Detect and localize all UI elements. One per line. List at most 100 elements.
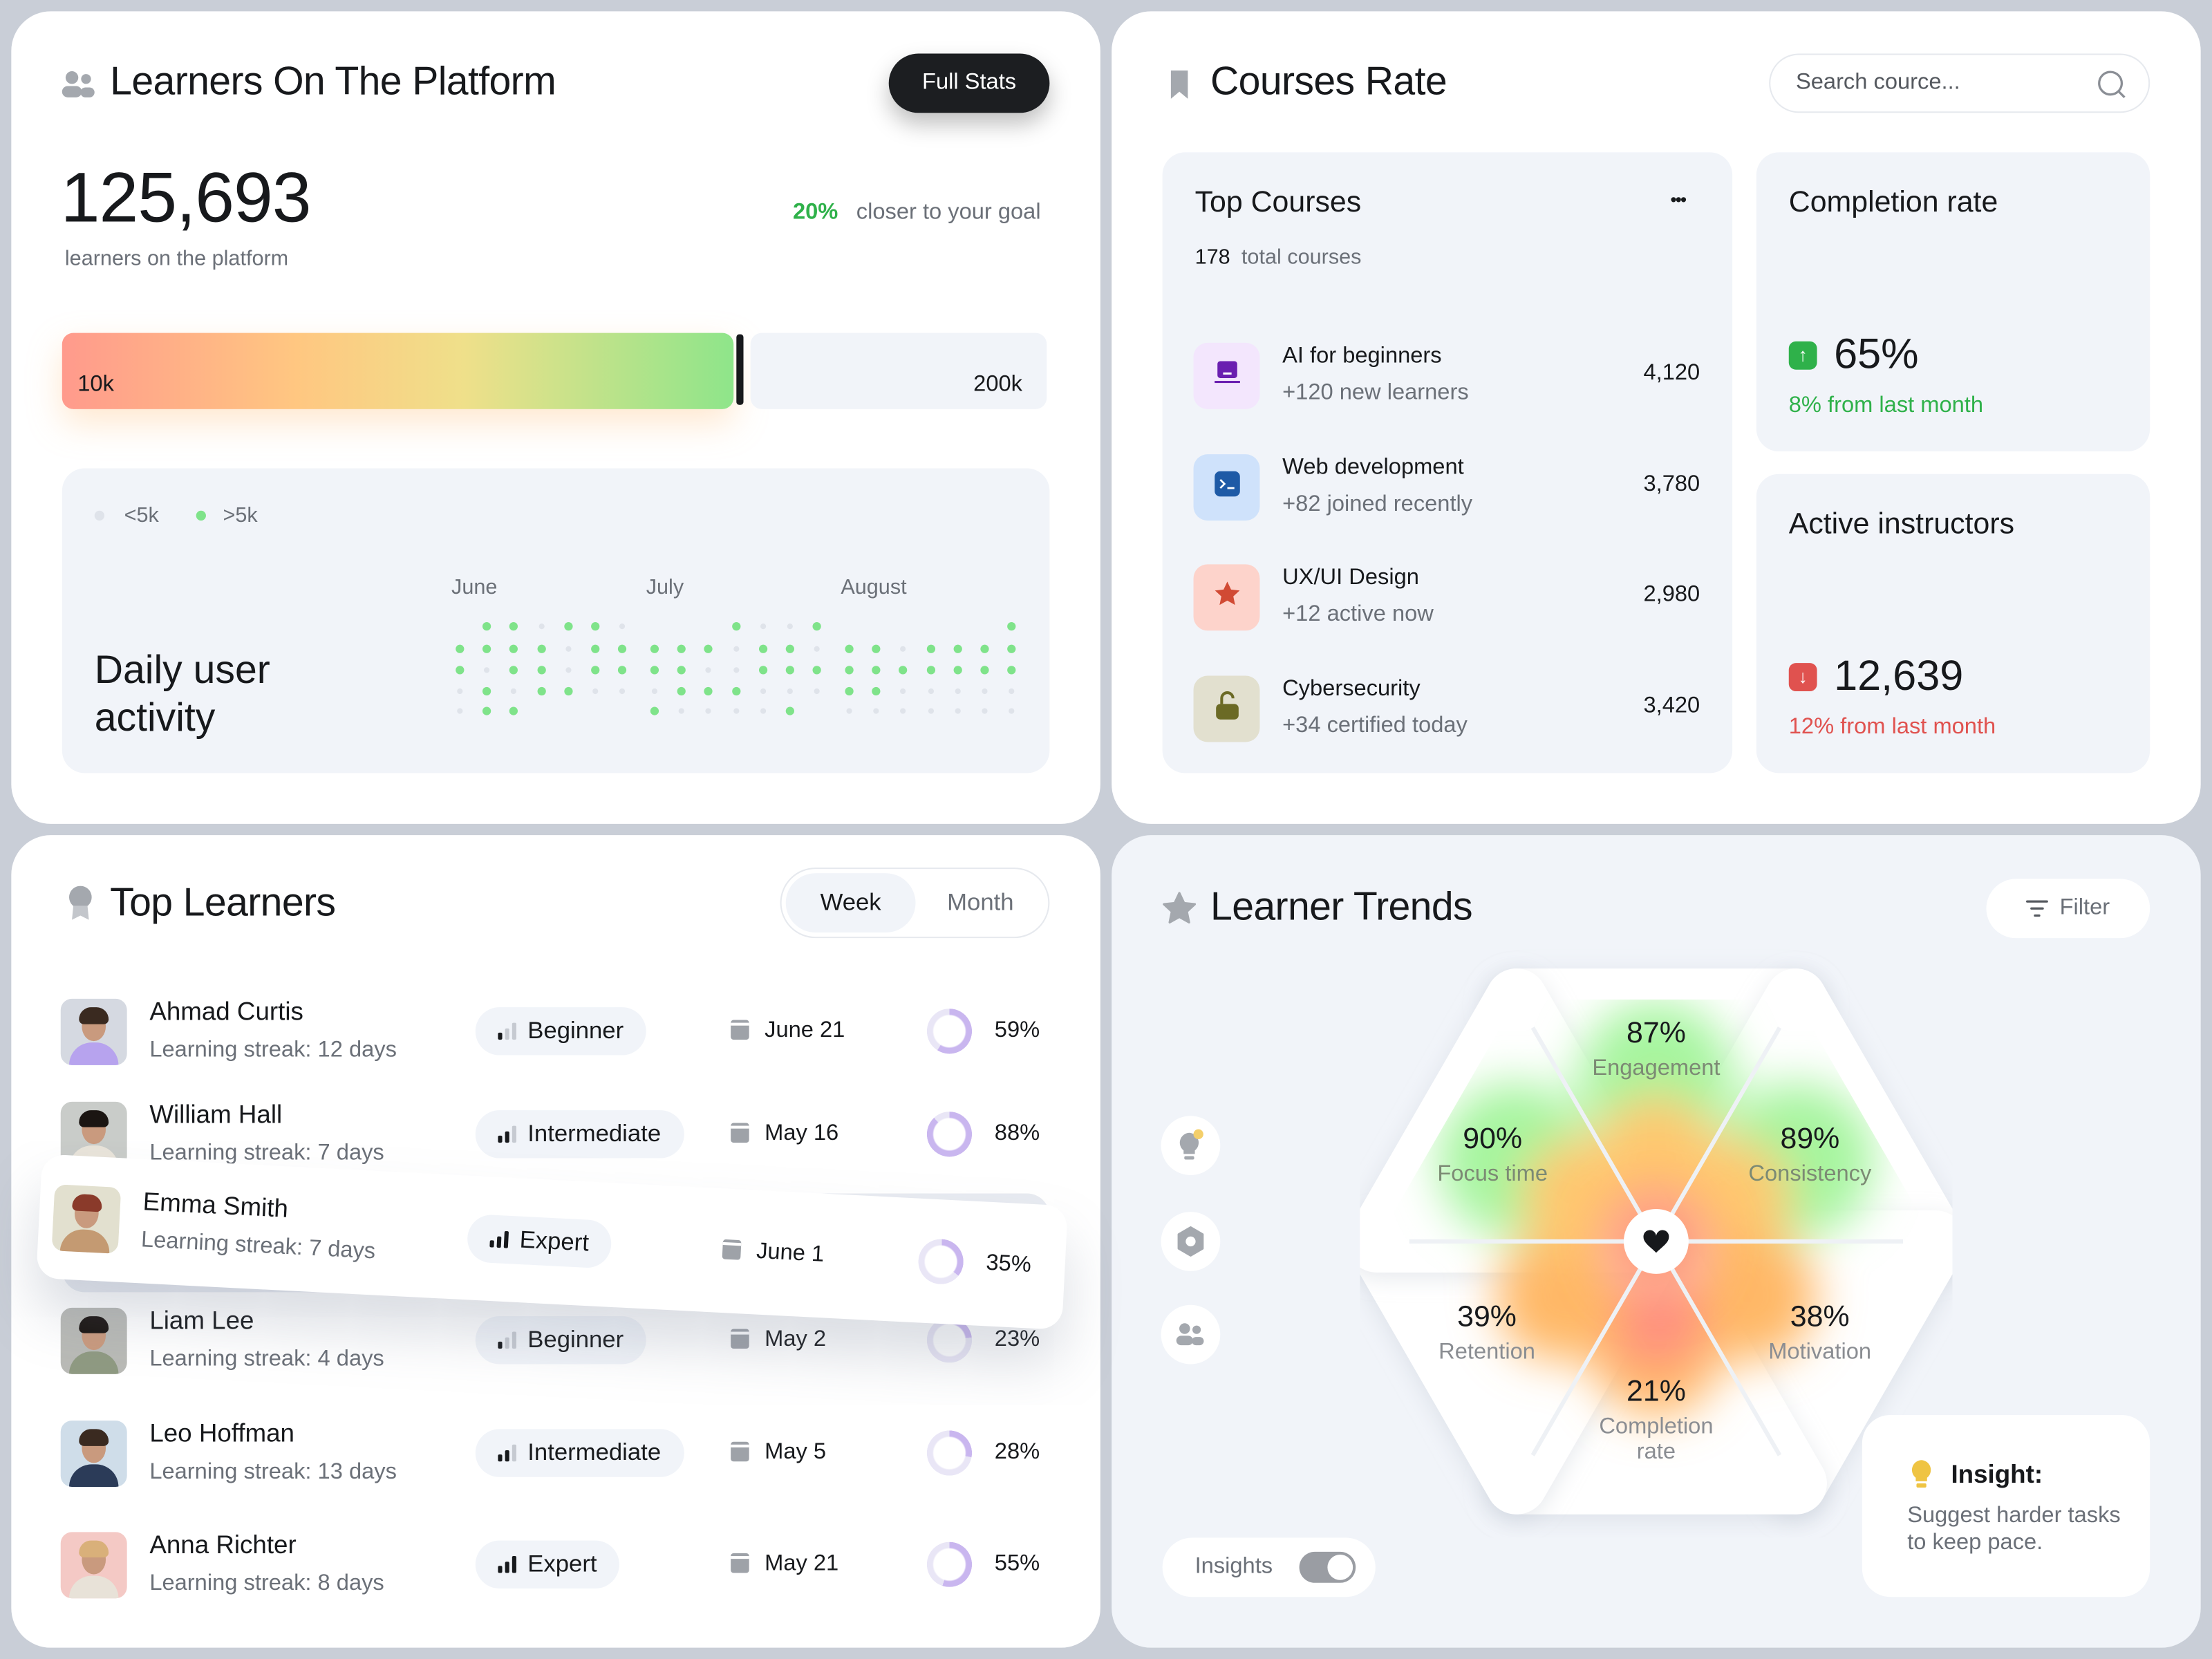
activity-dot-active[interactable]: [650, 666, 659, 675]
learner-name[interactable]: Ahmad Curtis: [149, 997, 303, 1026]
activity-dot-low[interactable]: [955, 708, 961, 714]
activity-dot-active[interactable]: [1007, 666, 1016, 675]
activity-dot-active[interactable]: [536, 686, 545, 696]
activity-dot-low[interactable]: [900, 688, 907, 695]
activity-dot-active[interactable]: [618, 666, 627, 675]
activity-dot-active[interactable]: [536, 666, 545, 675]
hexagon-icon-button[interactable]: [1161, 1212, 1221, 1271]
activity-dot-low[interactable]: [706, 667, 712, 673]
activity-dot-active[interactable]: [677, 644, 686, 653]
activity-dot-active[interactable]: [845, 644, 854, 653]
activity-dot-low[interactable]: [760, 688, 766, 695]
activity-dot-low[interactable]: [814, 646, 821, 652]
activity-dot-active[interactable]: [731, 622, 740, 631]
activity-dot-low[interactable]: [760, 624, 766, 630]
course-name[interactable]: Cybersecurity: [1282, 677, 1421, 701]
activity-dot-active[interactable]: [980, 644, 989, 653]
activity-dot-low[interactable]: [619, 624, 626, 630]
tab-month[interactable]: Month: [947, 888, 1014, 916]
activity-dot-low[interactable]: [1009, 688, 1015, 695]
full-stats-button[interactable]: Full Stats: [888, 53, 1050, 113]
activity-dot-low[interactable]: [787, 688, 793, 695]
more-options-button[interactable]: •••: [1670, 189, 1687, 211]
activity-dot-low[interactable]: [706, 708, 712, 714]
insights-switch[interactable]: [1299, 1551, 1356, 1583]
activity-dot-active[interactable]: [509, 666, 518, 675]
activity-dot-active[interactable]: [812, 622, 822, 631]
activity-dot-low[interactable]: [538, 624, 544, 630]
activity-dot-low[interactable]: [1009, 708, 1015, 714]
tab-week[interactable]: Week: [785, 873, 916, 932]
activity-dot-low[interactable]: [733, 646, 739, 652]
activity-dot-active[interactable]: [845, 666, 854, 675]
activity-dot-active[interactable]: [677, 666, 686, 675]
activity-dot-active[interactable]: [563, 622, 573, 631]
activity-dot-active[interactable]: [456, 644, 465, 653]
activity-dot-low[interactable]: [787, 624, 793, 630]
activity-dot-low[interactable]: [484, 667, 490, 673]
activity-dot-active[interactable]: [509, 622, 518, 631]
activity-dot-active[interactable]: [591, 622, 600, 631]
activity-dot-low[interactable]: [619, 688, 626, 695]
learner-name[interactable]: Leo Hoffman: [149, 1419, 295, 1447]
learner-name[interactable]: Anna Richter: [149, 1530, 297, 1559]
activity-dot-active[interactable]: [563, 686, 573, 696]
activity-dot-active[interactable]: [953, 644, 962, 653]
filter-button[interactable]: Filter: [1986, 879, 2150, 939]
activity-dot-active[interactable]: [980, 666, 989, 675]
activity-dot-active[interactable]: [812, 666, 822, 675]
activity-dot-active[interactable]: [872, 666, 881, 675]
activity-dot-active[interactable]: [482, 706, 491, 715]
activity-dot-active[interactable]: [650, 706, 659, 715]
activity-dot-low[interactable]: [900, 646, 907, 652]
activity-dot-active[interactable]: [1007, 644, 1016, 653]
activity-dot-active[interactable]: [482, 622, 491, 631]
activity-dot-active[interactable]: [872, 644, 881, 653]
activity-dot-low[interactable]: [955, 688, 961, 695]
activity-dot-active[interactable]: [618, 644, 627, 653]
activity-dot-low[interactable]: [900, 708, 907, 714]
activity-dot-active[interactable]: [731, 686, 740, 696]
activity-dot-low[interactable]: [457, 708, 463, 714]
activity-dot-active[interactable]: [482, 686, 491, 696]
learner-name[interactable]: Liam Lee: [149, 1306, 254, 1335]
activity-dot-active[interactable]: [926, 644, 935, 653]
course-name[interactable]: UX/UI Design: [1282, 565, 1419, 590]
activity-dot-active[interactable]: [482, 644, 491, 653]
activity-dot-active[interactable]: [1007, 622, 1016, 631]
activity-dot-low[interactable]: [565, 667, 572, 673]
lightbulb-icon-button[interactable]: [1161, 1116, 1221, 1176]
goal-progress-marker[interactable]: [736, 334, 744, 405]
activity-dot-active[interactable]: [953, 666, 962, 675]
activity-dot-active[interactable]: [509, 706, 518, 715]
activity-dot-active[interactable]: [785, 644, 794, 653]
activity-dot-active[interactable]: [926, 666, 935, 675]
activity-dot-active[interactable]: [650, 644, 659, 653]
search-icon[interactable]: [2097, 69, 2128, 100]
learner-name[interactable]: Emma Smith: [142, 1187, 289, 1224]
activity-dot-low[interactable]: [457, 688, 463, 695]
activity-dot-active[interactable]: [758, 644, 767, 653]
activity-dot-low[interactable]: [651, 688, 658, 695]
learner-name[interactable]: William Hall: [149, 1100, 283, 1129]
activity-dot-active[interactable]: [704, 644, 713, 653]
activity-dot-active[interactable]: [536, 644, 545, 653]
activity-dot-low[interactable]: [733, 708, 739, 714]
activity-dot-low[interactable]: [982, 708, 988, 714]
activity-dot-active[interactable]: [845, 686, 854, 696]
activity-dot-low[interactable]: [733, 667, 739, 673]
activity-dot-active[interactable]: [704, 686, 713, 696]
activity-dot-active[interactable]: [758, 666, 767, 675]
activity-dot-low[interactable]: [982, 688, 988, 695]
course-name[interactable]: AI for beginners: [1282, 344, 1442, 368]
activity-dot-active[interactable]: [785, 666, 794, 675]
activity-dot-active[interactable]: [509, 644, 518, 653]
activity-dot-low[interactable]: [592, 688, 599, 695]
activity-dot-low[interactable]: [679, 708, 685, 714]
activity-dot-active[interactable]: [591, 644, 600, 653]
activity-dot-active[interactable]: [785, 706, 794, 715]
activity-dot-low[interactable]: [846, 708, 852, 714]
activity-dot-low[interactable]: [760, 708, 766, 714]
activity-dot-active[interactable]: [456, 666, 465, 675]
users-icon-button[interactable]: [1161, 1304, 1221, 1365]
